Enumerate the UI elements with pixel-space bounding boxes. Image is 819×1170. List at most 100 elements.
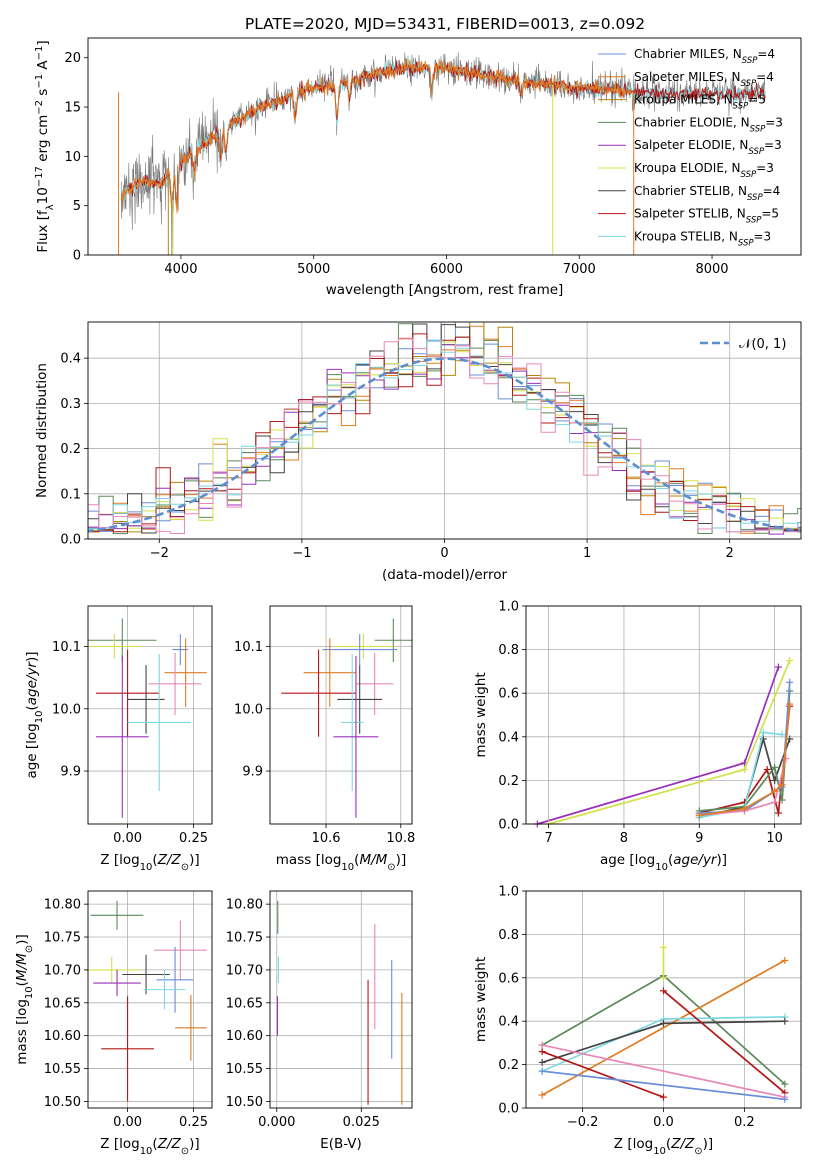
series-marker — [538, 1048, 546, 1056]
x-tick-label: 0.00 — [113, 831, 142, 846]
series-marker — [660, 1093, 667, 1101]
x-axis-label: E(B-V) — [320, 1136, 362, 1152]
plot-area — [533, 657, 794, 828]
legend-text-part: =5 — [748, 93, 766, 107]
y-tick-label: 0.0 — [498, 1102, 519, 1117]
label-part: )] — [703, 1136, 714, 1152]
chart-age-vs-Z: 0.00 0.259.910.010.1Z [log10(Z/Z⊙)]age [l… — [24, 605, 213, 873]
errorbar-point — [341, 653, 364, 791]
legend-entry: Salpeter MILES, NSSP=4 — [634, 70, 774, 89]
label-part: mass [log — [14, 999, 30, 1065]
axes-frame — [269, 605, 413, 825]
label-part: ( — [152, 1136, 157, 1152]
axes-frame — [87, 321, 802, 540]
label-part: Z [log — [614, 1136, 653, 1152]
y-axis-label: mass [log10(M/M⊙)] — [14, 934, 35, 1064]
y-tick-label: 0.2 — [498, 774, 519, 789]
series-marker — [740, 766, 748, 773]
errorbar-point — [355, 652, 394, 715]
label-part: 10 — [655, 862, 668, 873]
y-tick-label: 0.2 — [498, 1058, 519, 1073]
y-tick-label: 10.75 — [226, 931, 263, 946]
model-line-salpeter-miles — [120, 57, 633, 214]
plot-area — [85, 900, 207, 1102]
label-part: Z/Z — [670, 1136, 695, 1152]
label-part: ( — [14, 981, 30, 986]
x-tick-label: 0.2 — [734, 1115, 755, 1130]
label-part: 10 — [35, 187, 51, 204]
series-marker — [778, 796, 786, 804]
axes-frame — [87, 890, 213, 1109]
label-part: )] — [24, 651, 40, 662]
label-part: Z [log — [100, 1136, 139, 1152]
errorbar-point — [95, 655, 149, 818]
legend-text-part: Chabrier STELIB, N — [634, 184, 747, 198]
y-tick-label: 0.6 — [498, 687, 519, 702]
x-tick-label: 10.8 — [386, 831, 415, 846]
errorbar-point — [88, 634, 141, 659]
x-tick-label: 0.25 — [179, 1115, 208, 1130]
y-axis-label: mass weight — [473, 672, 489, 757]
series-marker — [740, 805, 748, 813]
x-tick-label: 8000 — [695, 262, 728, 277]
series-marker — [778, 781, 786, 789]
errorbar-point — [333, 655, 379, 818]
series-line-pink — [542, 1044, 785, 1099]
series-marker — [660, 987, 667, 995]
x-tick-label: 0.25 — [179, 831, 208, 846]
series-line-salpeter-stelib — [541, 1050, 664, 1098]
plot-area — [281, 618, 412, 818]
x-tick-label: 2 — [726, 546, 734, 561]
label-part: )] — [189, 1136, 200, 1152]
series-marker — [660, 1019, 667, 1027]
y-tick-label: 0.8 — [498, 643, 519, 658]
series-marker — [660, 943, 667, 951]
legend-text-part: =3 — [754, 229, 772, 243]
y-tick-label: 20 — [64, 51, 81, 66]
legend-entry: Chabrier MILES, NSSP=4 — [634, 47, 775, 66]
plot-area — [276, 900, 403, 1105]
legend-text-part: SSP — [746, 216, 762, 226]
label-part: λ — [45, 204, 56, 210]
errorbar-point — [374, 618, 412, 663]
chart-mass-vs-ebv: 0.000 0.025 10.50 10.55 10.60 10.65 10.70 10.75… — [226, 890, 413, 1152]
series-marker — [695, 811, 703, 819]
legend-text-part: SSP — [733, 102, 749, 112]
y-tick-label: 10.75 — [44, 931, 81, 946]
errorbar-point — [93, 969, 141, 997]
legend-text-part: SSP — [742, 56, 758, 66]
plot-area — [538, 943, 789, 1103]
y-tick-label: 10.70 — [226, 963, 263, 978]
axes-frame — [87, 605, 213, 825]
y-tick-label: 0.4 — [498, 1015, 519, 1030]
legend-text-part: Kroupa MILES, N — [634, 93, 733, 107]
y-axis-label: Flux [fλ10−17 erg cm−2 s−1 A−1] — [34, 40, 56, 252]
legend-text-part: Chabrier MILES, N — [634, 47, 742, 61]
y-tick-label: 0.6 — [498, 971, 519, 986]
y-tick-label: 10.70 — [44, 963, 81, 978]
y-tick-label: 10 — [64, 150, 81, 165]
errorbar-point — [143, 969, 186, 1010]
legend-text-part: =5 — [761, 207, 779, 221]
y-tick-label: 10.65 — [44, 996, 81, 1011]
label-part: 10 — [140, 1146, 153, 1157]
y-tick-label: 10.80 — [44, 898, 81, 913]
legend-text-part: =3 — [765, 115, 783, 129]
legend: 𝒩(0, 1) — [700, 337, 786, 352]
label-part: −1 — [34, 46, 45, 61]
series-marker — [781, 1017, 789, 1025]
x-axis-label: wavelength [Angstrom, rest frame] — [326, 282, 564, 298]
y-tick-label: 9.9 — [242, 765, 263, 780]
y-tick-label: 10.65 — [226, 996, 263, 1011]
axes-frame — [87, 37, 802, 256]
y-axis-label: Normed distribution — [34, 363, 50, 498]
legend-text-part: Salpeter STELIB, N — [634, 207, 746, 221]
legend-entry: Kroupa ELODIE, NSSP=3 — [634, 161, 774, 180]
label-part: ( — [668, 852, 673, 868]
label-part: ⊙ — [387, 862, 395, 873]
x-tick-label: 10 — [766, 831, 783, 846]
errorbar-point — [175, 994, 207, 1061]
legend-text-part: =4 — [757, 47, 775, 61]
legend-text-part: Kroupa ELODIE, N — [634, 161, 741, 175]
